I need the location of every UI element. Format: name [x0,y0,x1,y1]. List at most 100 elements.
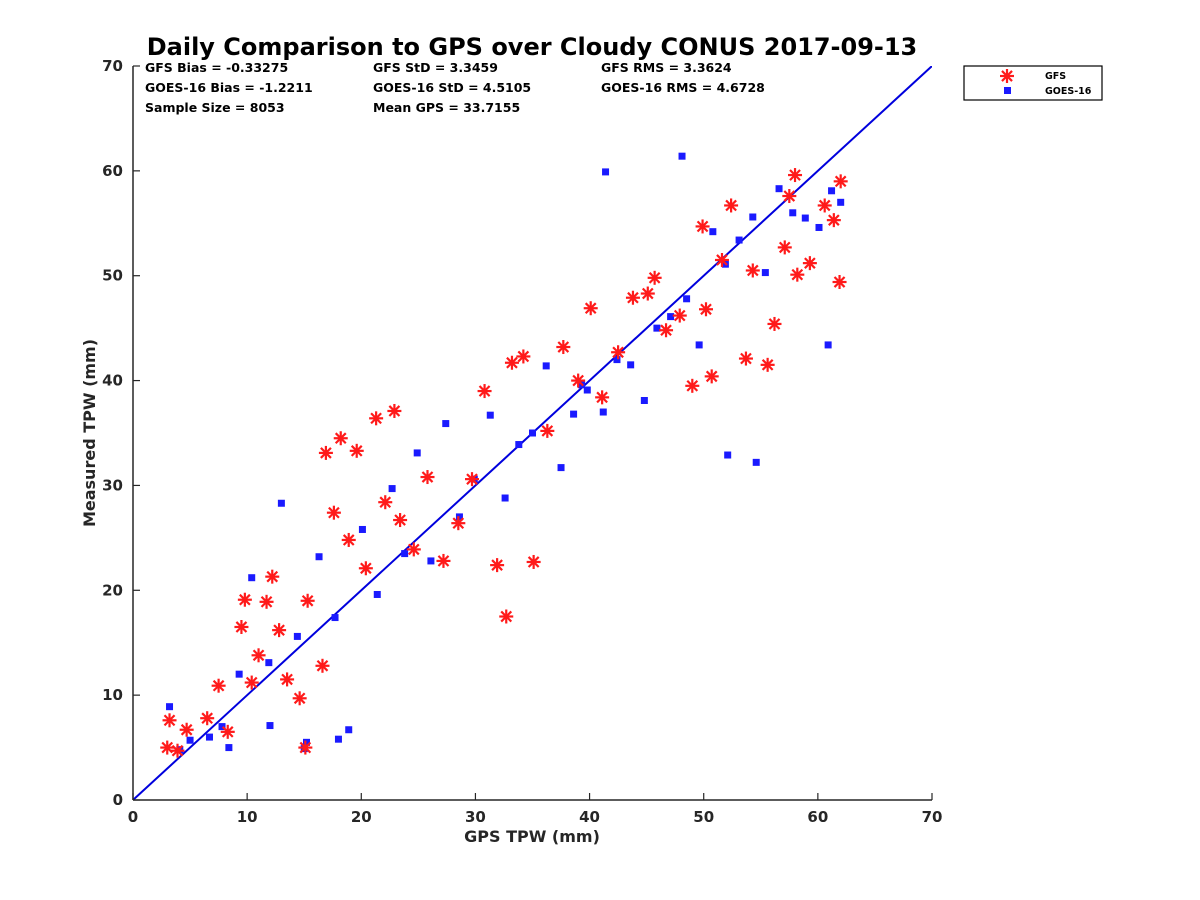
gfs-point [298,740,313,755]
goes-16-point [529,429,536,437]
y-ticks: 0 10 20 30 40 50 60 70 [102,57,140,809]
gfs-point [685,378,700,393]
gfs-point [659,323,674,338]
y-tick-label: 60 [102,162,123,180]
gfs-point [647,270,662,285]
gfs-point [556,340,571,355]
goes-16-point [427,557,435,565]
gfs-point [259,594,274,609]
gfs-point [611,345,626,360]
goes-16-point [752,458,760,466]
legend-gfs-label: GFS [1045,71,1066,82]
gfs-point [318,445,333,460]
gfs-point [832,275,847,290]
chart-title: Daily Comparison to GPS over Cloudy CONU… [147,33,918,61]
x-tick-label: 0 [128,808,138,826]
gfs-point [326,505,341,520]
goes-16-point [266,722,274,730]
goes-16-point [166,703,174,711]
gfs-point [393,513,408,528]
gfs-point [406,542,421,557]
gfs-point [465,472,480,487]
goes-16-point [837,198,845,206]
gfs-point [237,592,252,607]
goes-16-point [248,574,256,582]
gfs-point [790,267,805,282]
goes-16-point [775,185,783,193]
y-tick-label: 70 [102,57,123,75]
x-tick-label: 60 [807,808,828,826]
gfs-point [640,286,655,301]
goes-16-point [277,499,285,507]
x-axis-label: GPS TPW (mm) [464,827,600,846]
gfs-point [540,423,555,438]
goes-16-point [695,341,703,349]
goes-16-point [455,513,463,521]
gfs-point [369,411,384,426]
goes-16-point [735,236,743,244]
goes-16-point [334,735,342,743]
legend-gfs-marker [1000,69,1014,83]
stat-goes-std: GOES-16 StD = 4.5105 [373,80,531,95]
y-tick-label: 10 [102,686,123,704]
gfs-point [782,189,797,204]
goes-16-point [401,550,409,558]
goes-16-point [302,738,310,746]
goes-16-point [709,228,717,236]
gfs-point [698,302,713,317]
gfs-point [420,470,435,485]
series-goes-16 [166,152,845,754]
stat-sample-size: Sample Size = 8053 [145,100,285,115]
gfs-point [625,290,640,305]
gfs-point [745,263,760,278]
gfs-point [788,168,803,183]
goes-16-point [640,396,648,404]
goes-16-point [205,733,213,741]
goes-16-point [293,632,301,640]
stat-goes-bias: GOES-16 Bias = -1.2211 [145,80,313,95]
goes-16-point [315,553,323,561]
goes-16-point [815,223,823,231]
plot-area [133,66,932,800]
goes-16-point [225,744,233,752]
legend-goes-16-marker [1004,87,1011,94]
goes-16-point [653,324,661,332]
goes-16-point [331,614,339,622]
gfs-point [358,561,373,576]
stat-goes-rms: GOES-16 RMS = 4.6728 [601,80,765,95]
goes-16-point [515,441,523,449]
gfs-point [802,256,817,271]
goes-16-point [789,209,797,217]
stat-mean-gps: Mean GPS = 33.7155 [373,100,520,115]
gfs-point [179,722,194,737]
gfs-point [162,713,177,728]
gfs-point [672,308,687,323]
x-tick-label: 50 [693,808,714,826]
gfs-point [767,316,782,331]
gfs-point [451,516,466,531]
gfs-point [738,351,753,366]
gfs-point [280,672,295,687]
gfs-point [436,553,451,568]
gfs-point [760,357,775,372]
legend: GFS GOES-16 [963,65,1103,101]
gfs-point [833,174,848,189]
gfs-point [220,724,235,739]
gfs-point [490,558,505,573]
gfs-point [378,495,393,510]
goes-16-point [358,525,366,533]
gfs-point [265,569,280,584]
gfs-point [341,532,356,547]
goes-16-point [667,313,675,321]
gfs-point [817,198,832,213]
gfs-point [504,355,519,370]
gfs-point [211,678,226,693]
gfs-point [526,554,541,569]
stat-gfs-bias: GFS Bias = -0.33275 [145,60,288,75]
gfs-point [160,740,175,755]
x-tick-label: 70 [922,808,943,826]
gfs-point [333,431,348,446]
gfs-point [595,390,610,405]
goes-16-point [486,411,494,419]
